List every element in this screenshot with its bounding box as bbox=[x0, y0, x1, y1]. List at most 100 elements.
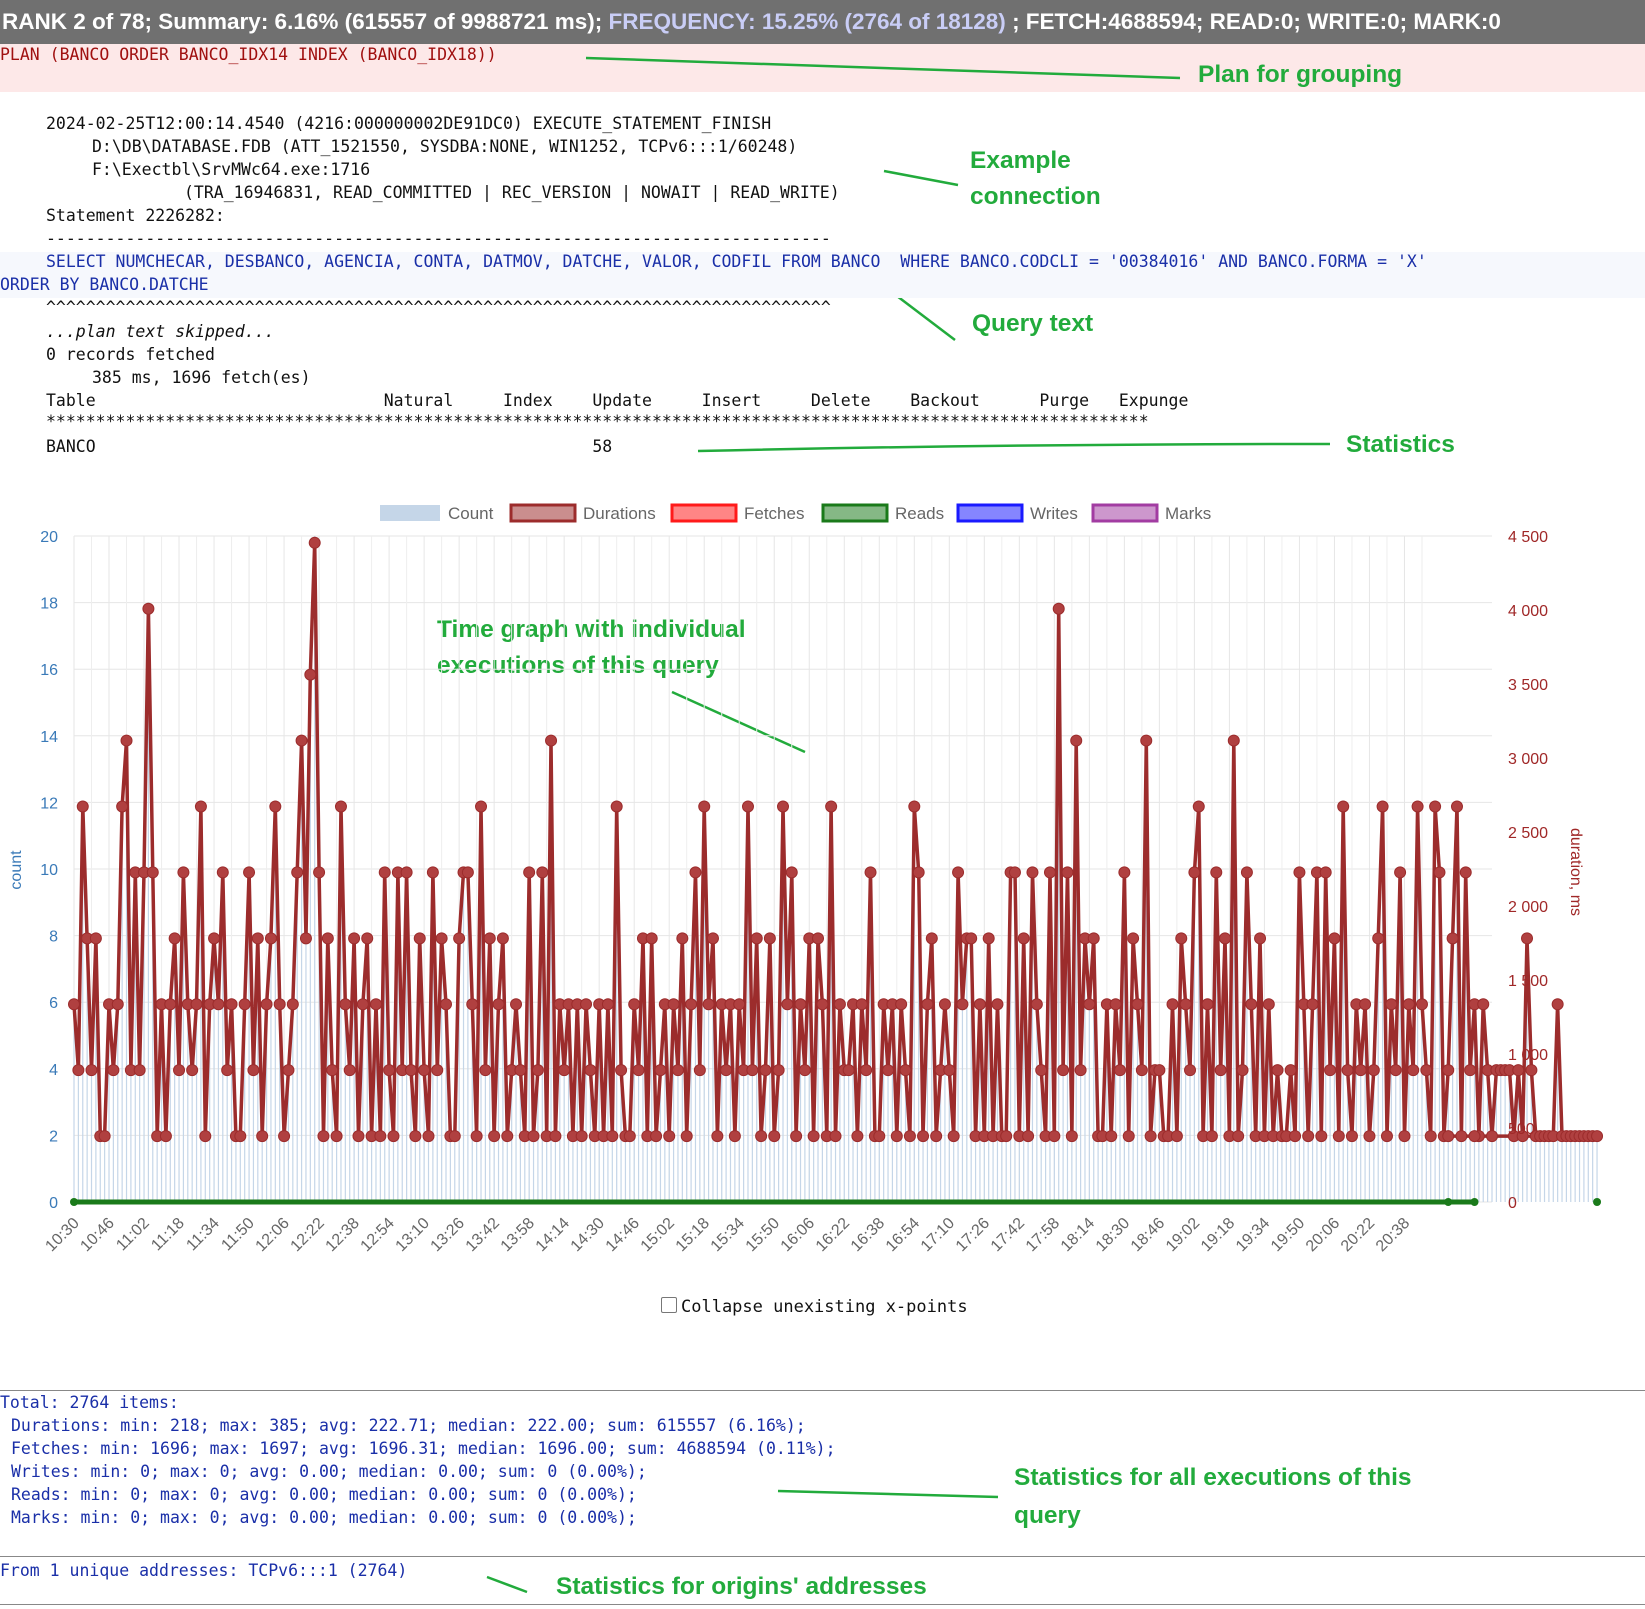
duration-point bbox=[1140, 734, 1153, 747]
duration-point bbox=[1118, 866, 1131, 879]
x-tick-label: 14:14 bbox=[533, 1215, 573, 1255]
x-tick-label: 13:26 bbox=[428, 1215, 468, 1255]
legend-swatch-marks bbox=[1091, 503, 1159, 523]
duration-point bbox=[199, 1130, 212, 1143]
duration-point bbox=[615, 1064, 628, 1077]
duration-point bbox=[238, 998, 251, 1011]
plan-bar bbox=[0, 44, 1645, 92]
dash-divider: ----------------------------------------… bbox=[46, 229, 831, 248]
duration-point bbox=[527, 1130, 540, 1143]
duration-point bbox=[952, 866, 965, 879]
trace-process-line: F:\Exectbl\SrvMWc64.exe:1716 bbox=[92, 160, 371, 179]
x-tick-label: 12:06 bbox=[253, 1215, 293, 1255]
sql-text-line-2: ORDER BY BANCO.DATCHE bbox=[0, 275, 209, 294]
collapse-checkbox[interactable] bbox=[661, 1297, 677, 1313]
duration-point bbox=[72, 1064, 85, 1077]
duration-point bbox=[116, 800, 129, 813]
duration-point bbox=[1105, 1130, 1118, 1143]
note-statistics: Statistics bbox=[1346, 431, 1455, 458]
note-query: Query text bbox=[972, 310, 1094, 337]
duration-point bbox=[1337, 800, 1350, 813]
trace-event-line: 2024-02-25T12:00:14.4540 (4216:000000002… bbox=[46, 114, 772, 133]
duration-point bbox=[1057, 1064, 1070, 1077]
origins-divider bbox=[0, 1604, 1645, 1605]
legend-label-marks: Marks bbox=[1165, 504, 1211, 523]
totals-header: Total: 2764 items: bbox=[0, 1393, 179, 1412]
duration-point bbox=[247, 1064, 260, 1077]
duration-point bbox=[418, 1064, 431, 1077]
duration-point bbox=[768, 1130, 781, 1143]
plan-text: PLAN (BANCO ORDER BANCO_IDX14 INDEX (BAN… bbox=[0, 45, 497, 64]
duration-point bbox=[1455, 1130, 1468, 1143]
duration-point bbox=[295, 734, 308, 747]
duration-point bbox=[1516, 1130, 1529, 1143]
duration-point bbox=[264, 932, 277, 945]
duration-point bbox=[383, 1064, 396, 1077]
duration-point bbox=[667, 998, 680, 1011]
duration-point bbox=[785, 866, 798, 879]
origins-stats: From 1 unique addresses: TCPv6:::1 (2764… bbox=[0, 1561, 408, 1580]
duration-point bbox=[1464, 1064, 1477, 1077]
duration-point bbox=[431, 1064, 444, 1077]
legend-swatch-reads bbox=[821, 503, 889, 523]
duration-point bbox=[1407, 1064, 1420, 1077]
x-tick-label: 16:54 bbox=[883, 1215, 923, 1255]
duration-point bbox=[1289, 1130, 1302, 1143]
duration-point bbox=[461, 866, 474, 879]
y-right-tick-label: 2 500 bbox=[1508, 825, 1548, 842]
duration-point bbox=[702, 998, 715, 1011]
x-tick-label: 12:22 bbox=[288, 1215, 328, 1255]
duration-point bbox=[194, 800, 207, 813]
duration-point bbox=[1043, 866, 1056, 879]
duration-point bbox=[693, 1064, 706, 1077]
duration-point bbox=[1450, 800, 1463, 813]
y-left-tick-label: 6 bbox=[49, 995, 58, 1012]
y-left-tick-label: 16 bbox=[40, 662, 58, 679]
duration-point bbox=[1319, 866, 1332, 879]
duration-point bbox=[146, 866, 159, 879]
duration-point bbox=[111, 998, 124, 1011]
duration-point bbox=[1433, 866, 1446, 879]
x-tick-label: 10:30 bbox=[42, 1215, 82, 1255]
writes-stats: Writes: min: 0; max: 0; avg: 0.00; media… bbox=[11, 1462, 647, 1481]
duration-point bbox=[1262, 998, 1275, 1011]
duration-point bbox=[133, 1064, 146, 1077]
sql-background bbox=[0, 252, 1645, 298]
duration-point bbox=[1061, 866, 1074, 879]
duration-point bbox=[1030, 998, 1043, 1011]
duration-point bbox=[1166, 998, 1179, 1011]
duration-point bbox=[282, 1064, 295, 1077]
duration-point bbox=[728, 1130, 741, 1143]
duration-point bbox=[842, 1064, 855, 1077]
x-tick-label: 19:34 bbox=[1233, 1215, 1273, 1255]
duration-point bbox=[1240, 866, 1253, 879]
duration-point bbox=[895, 998, 908, 1011]
duration-point bbox=[711, 1130, 724, 1143]
duration-point bbox=[575, 1130, 588, 1143]
duration-point bbox=[168, 932, 181, 945]
duration-point bbox=[374, 1130, 387, 1143]
duration-point bbox=[225, 998, 238, 1011]
duration-point bbox=[1345, 1130, 1358, 1143]
duration-point bbox=[781, 998, 794, 1011]
duration-point bbox=[1372, 932, 1385, 945]
duration-point bbox=[759, 1064, 772, 1077]
reads-line bbox=[70, 1198, 1602, 1206]
duration-point bbox=[1284, 1064, 1297, 1077]
duration-point bbox=[1486, 1130, 1498, 1143]
x-tick-label: 13:10 bbox=[393, 1215, 433, 1255]
x-tick-label: 10:46 bbox=[78, 1215, 118, 1255]
duration-point bbox=[1144, 1130, 1157, 1143]
duration-point bbox=[1354, 1064, 1367, 1077]
y-left-tick-label: 8 bbox=[49, 929, 58, 946]
x-tick-label: 12:54 bbox=[358, 1215, 398, 1255]
duration-point bbox=[798, 1064, 811, 1077]
frequency-summary: FREQUENCY: 15.25% (2764 of 18128) bbox=[608, 9, 1006, 34]
collapse-checkbox-label[interactable]: Collapse unexisting x-points bbox=[681, 1297, 968, 1317]
duration-point bbox=[361, 932, 374, 945]
duration-point bbox=[76, 800, 89, 813]
x-tick-label: 13:58 bbox=[498, 1215, 538, 1255]
duration-point bbox=[343, 1064, 356, 1077]
reads-stats: Reads: min: 0; max: 0; avg: 0.00; median… bbox=[11, 1485, 637, 1504]
x-tick-label: 20:22 bbox=[1338, 1215, 1378, 1255]
